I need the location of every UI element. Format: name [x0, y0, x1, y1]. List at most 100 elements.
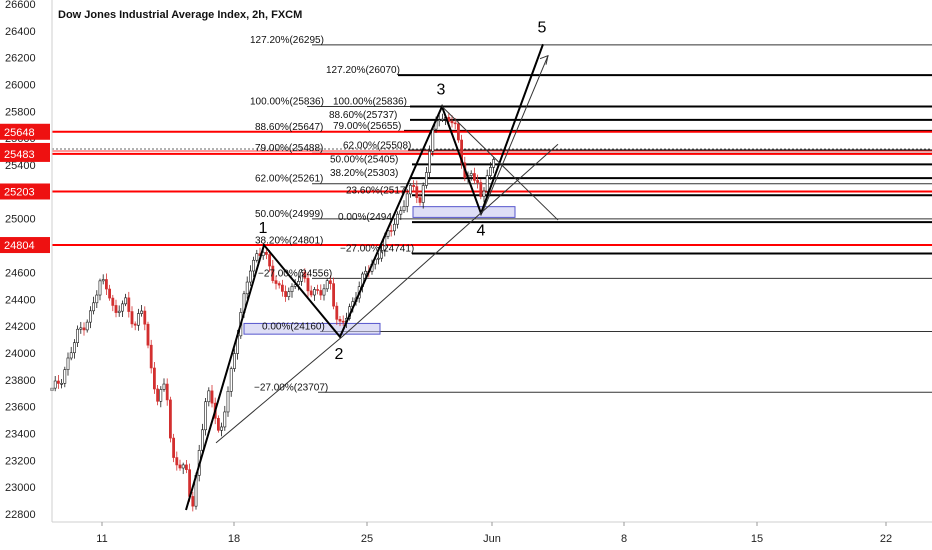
candle-body [178, 464, 182, 469]
candle-body [217, 417, 220, 431]
candle-body [233, 353, 236, 369]
candle-body [201, 429, 204, 451]
fib-level-label: 100.00%(25836) [333, 97, 407, 108]
y-tick-label: 25800 [5, 106, 36, 118]
candle-body [191, 496, 195, 507]
candle-body [453, 122, 457, 125]
fib-level-label: 100.00%(25836) [250, 97, 324, 108]
fib-level-label: 50.00%(24999) [255, 209, 323, 220]
candle-body [223, 411, 227, 428]
candle-body [322, 288, 326, 296]
y-tick-label: 23000 [5, 482, 36, 494]
projection-arrow-head [539, 54, 549, 65]
y-tick-label: 24600 [5, 267, 36, 279]
trend-lines [185, 43, 559, 511]
fib-level-label: 38.20%(25303) [330, 168, 398, 179]
candle-body [159, 389, 163, 402]
candle-body [89, 310, 92, 323]
candle-body [169, 399, 172, 439]
candle-body [476, 180, 480, 183]
candle-body [95, 294, 99, 304]
candle-body [418, 197, 422, 203]
candle-body [226, 391, 230, 413]
x-tick-label: 25 [361, 533, 373, 545]
candle-body [492, 159, 496, 168]
candle-body [76, 328, 80, 343]
candle-body [380, 250, 384, 259]
candle-body [133, 323, 137, 326]
candle-body [485, 175, 489, 192]
candle-body [389, 230, 393, 232]
candle-body [399, 210, 403, 215]
candle-body [325, 280, 329, 290]
wave-label: 2 [335, 346, 344, 363]
fib-level-label: 79.00%(25488) [255, 143, 323, 154]
x-tick-label: 8 [621, 533, 627, 545]
y-tick-label: 23600 [5, 402, 36, 414]
x-tick-label: 18 [228, 533, 240, 545]
wave-labels: 1 2 3 4 5 [259, 19, 547, 363]
fib-level-label: 79.00%(25655) [333, 121, 401, 132]
candle-body [69, 352, 73, 359]
fib-level-label: 0.00%(2494 [338, 212, 392, 223]
price-badge-label: 25483 [4, 149, 35, 161]
candle-body [121, 303, 124, 312]
chart-title: Dow Jones Industrial Average Index, 2h, … [58, 9, 302, 21]
price-badge-label: 25203 [4, 186, 35, 198]
candle-body [85, 321, 89, 331]
candle-body [287, 291, 291, 297]
price-badge [0, 123, 50, 140]
candle-body [408, 185, 412, 195]
candle-body [149, 344, 153, 369]
y-tick-label: 24400 [5, 294, 36, 306]
candle-body [245, 281, 249, 295]
candle-body [424, 172, 428, 186]
trend-channel-line [215, 336, 343, 444]
candle-body [175, 457, 179, 466]
zone-box [243, 322, 381, 335]
wave-label: 1 [259, 220, 268, 237]
candle-body [479, 182, 483, 197]
candle-body [124, 297, 128, 305]
candle-body [264, 251, 268, 255]
price-badge [0, 145, 50, 162]
x-tick-label: 11 [96, 533, 107, 545]
fib-level-label: 127.20%(26070) [326, 65, 400, 76]
y-tick-label: 26600 [5, 0, 36, 11]
candle-body [111, 297, 115, 306]
candle-body [290, 286, 294, 292]
candle-body [220, 426, 224, 431]
candle-body [268, 254, 272, 267]
fib-level-label: 127.20%(26295) [250, 35, 324, 46]
candle-body [137, 313, 140, 326]
candle-body [335, 305, 339, 320]
fib-level-label: 62.00%(25261) [255, 174, 323, 185]
candle-body [98, 280, 102, 296]
candle-body [63, 369, 67, 384]
candle-body [79, 327, 83, 330]
candle-body [440, 118, 444, 121]
y-tick-label: 26200 [5, 53, 36, 65]
candle-body [300, 271, 304, 282]
candle-body [82, 327, 86, 331]
candle-body [428, 151, 432, 173]
price-badge-label: 25648 [4, 127, 35, 139]
price-badges: 2564825505254832520324804 [0, 123, 50, 254]
fib-level-label: 88.60%(25737) [329, 110, 397, 121]
price-badge-label: 24804 [4, 240, 35, 252]
candle-body [172, 437, 176, 458]
candle-body [402, 205, 406, 212]
wave-label: 3 [437, 82, 446, 99]
candle-body [341, 320, 345, 323]
x-tick-label: 22 [880, 533, 892, 545]
candle-body [162, 383, 166, 390]
candle-body [456, 123, 460, 141]
candle-body [108, 288, 112, 299]
candle-body [53, 380, 57, 389]
candle-body [277, 283, 281, 286]
candle-body [207, 390, 211, 403]
wave-label: 5 [538, 19, 547, 36]
candle-body [249, 270, 252, 283]
candle-body [274, 280, 278, 284]
